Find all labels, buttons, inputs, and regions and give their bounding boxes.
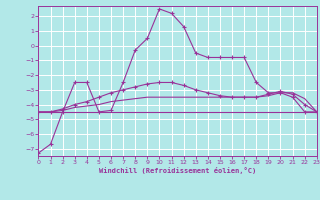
X-axis label: Windchill (Refroidissement éolien,°C): Windchill (Refroidissement éolien,°C) xyxy=(99,167,256,174)
